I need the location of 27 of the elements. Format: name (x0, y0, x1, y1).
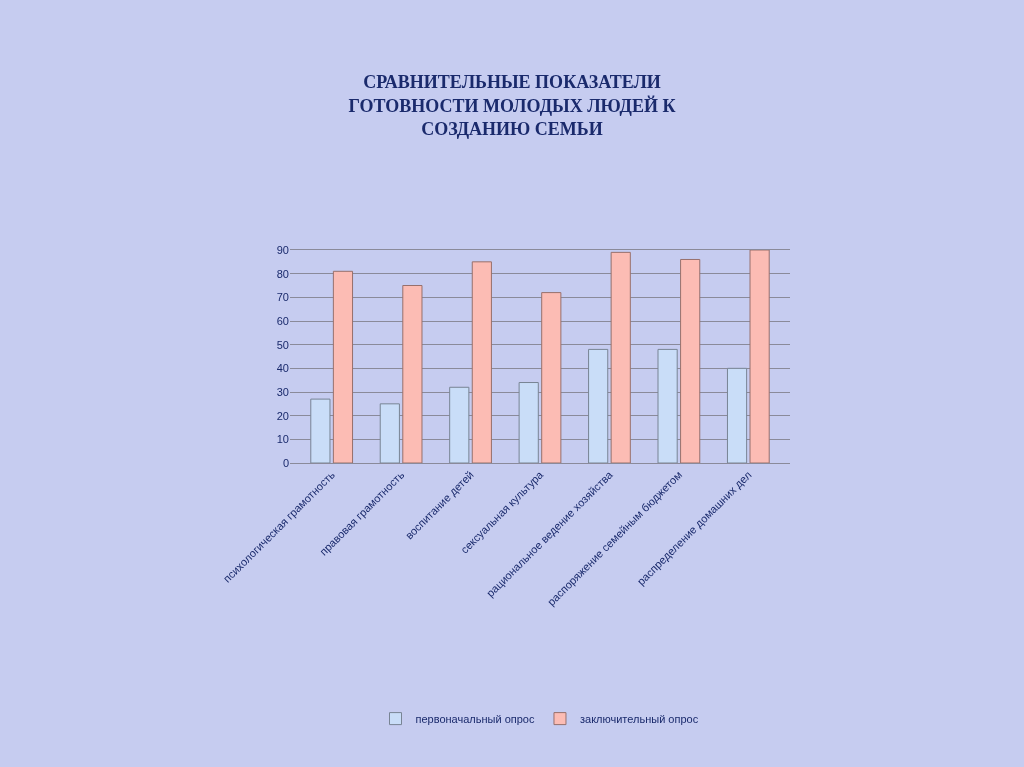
bar (402, 285, 423, 463)
y-tick-label: 50 (276, 338, 289, 351)
bar (541, 292, 562, 463)
y-tick-label: 40 (276, 362, 289, 375)
y-tick-label: 90 (276, 243, 289, 256)
bar (449, 386, 470, 463)
bar (588, 348, 609, 463)
bar (726, 367, 748, 463)
bar (379, 403, 400, 463)
bar (680, 258, 701, 463)
legend-label: заключительный опрос (579, 712, 699, 725)
bar (518, 382, 539, 463)
y-tick-label: 20 (276, 409, 289, 422)
bar (332, 270, 354, 463)
y-tick-label: 10 (276, 433, 289, 446)
y-tick-label: 30 (276, 385, 289, 398)
chart-title: СРАВНИТЕЛЬНЫЕ ПОКАЗАТЕЛИ ГОТОВНОСТИ МОЛОДЫХ ЛЮДЕЙ К СОЗДАНИЮ СЕМЬИ (348, 72, 676, 140)
y-tick-label: 60 (276, 314, 289, 327)
bar (657, 348, 678, 463)
legend-label: первоначальный опрос (415, 712, 535, 725)
y-tick-label: 70 (276, 291, 289, 304)
y-tick-label: 80 (276, 267, 289, 280)
bar (610, 251, 631, 463)
bar (310, 398, 331, 463)
y-tick-label: 0 (282, 456, 289, 469)
bar (749, 250, 770, 463)
bar (471, 261, 492, 463)
